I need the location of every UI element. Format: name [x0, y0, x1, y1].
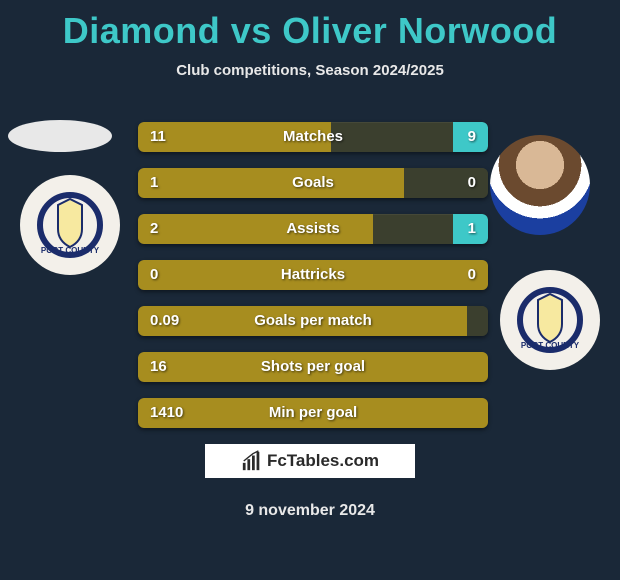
brand-logo: FcTables.com	[205, 444, 415, 478]
stat-row: 16Shots per goal	[138, 352, 488, 382]
stat-row: 11Matches9	[138, 122, 488, 152]
stats-rows: 11Matches91Goals02Assists10Hattricks00.0…	[138, 122, 488, 444]
svg-text:PORT COUNTY: PORT COUNTY	[521, 341, 580, 350]
stat-row: 2Assists1	[138, 214, 488, 244]
stat-label: Goals	[138, 168, 488, 198]
stat-label: Goals per match	[138, 306, 488, 336]
stat-row: 1Goals0	[138, 168, 488, 198]
stat-label: Min per goal	[138, 398, 488, 428]
club-crest-right: PORT COUNTY	[500, 270, 600, 370]
club-crest-left: PORT COUNTY	[20, 175, 120, 275]
stat-value-right: 1	[468, 214, 476, 244]
chart-icon	[241, 450, 263, 472]
player-right-photo	[490, 135, 590, 235]
stat-value-right: 9	[468, 122, 476, 152]
stat-label: Shots per goal	[138, 352, 488, 382]
stat-row: 0.09Goals per match	[138, 306, 488, 336]
stat-label: Hattricks	[138, 260, 488, 290]
stat-row: 0Hattricks0	[138, 260, 488, 290]
stat-value-right: 0	[468, 260, 476, 290]
svg-text:PORT COUNTY: PORT COUNTY	[41, 246, 100, 255]
stat-label: Matches	[138, 122, 488, 152]
subtitle: Club competitions, Season 2024/2025	[0, 62, 620, 79]
stat-row: 1410Min per goal	[138, 398, 488, 428]
player-left-photo	[8, 120, 112, 152]
date-text: 9 november 2024	[0, 502, 620, 520]
brand-text: FcTables.com	[267, 451, 379, 471]
stat-label: Assists	[138, 214, 488, 244]
stat-value-right: 0	[468, 168, 476, 198]
page-title: Diamond vs Oliver Norwood	[0, 0, 620, 52]
